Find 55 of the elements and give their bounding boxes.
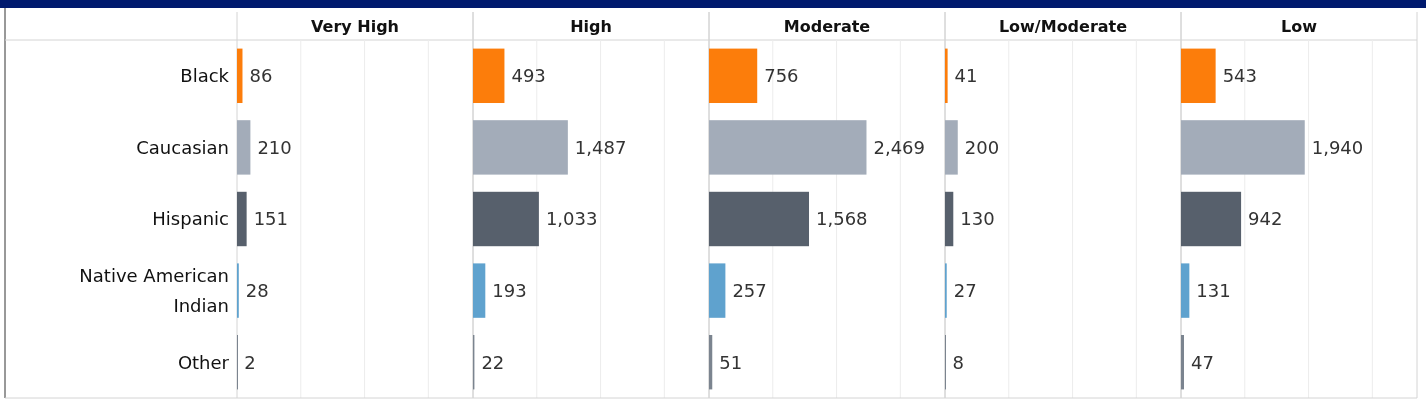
bar	[945, 191, 954, 247]
chart-title: Low/Moderate	[998, 16, 1128, 36]
data-label: 1,033	[545, 208, 598, 230]
y-tick-label: Caucasian	[136, 136, 229, 158]
chart-title: Very High	[311, 16, 399, 36]
data-label: 756	[764, 65, 799, 87]
data-label: 130	[960, 208, 995, 230]
bar	[709, 263, 726, 318]
bar	[237, 120, 251, 175]
data-label: 27	[953, 279, 977, 301]
bar	[1181, 120, 1305, 175]
bar	[709, 120, 867, 175]
y-tick-label: Other	[177, 351, 230, 373]
data-label: 1,568	[816, 208, 868, 230]
data-label: 1,487	[574, 136, 627, 158]
bar	[237, 48, 243, 104]
data-label: 86	[249, 65, 273, 87]
bar	[1181, 191, 1242, 247]
data-label: 51	[719, 351, 743, 373]
chart-title: Moderate	[783, 16, 871, 36]
chart-title: High	[570, 16, 612, 36]
data-label: 2	[244, 351, 256, 373]
data-label: 942	[1248, 208, 1283, 230]
y-tick-label: Native American Indian	[79, 264, 229, 316]
chart-title: Low	[1281, 16, 1318, 36]
bar	[237, 191, 247, 247]
data-label: 257	[732, 279, 767, 301]
bar	[945, 48, 948, 104]
data-label: 22	[481, 351, 505, 373]
data-label: 1,940	[1311, 136, 1364, 158]
y-tick-label: Black	[180, 65, 230, 87]
data-label: 131	[1196, 279, 1231, 301]
data-label: 493	[511, 65, 546, 87]
bar	[945, 120, 958, 175]
data-label: 8	[952, 351, 964, 373]
data-label: 151	[253, 208, 288, 230]
data-label: 41	[954, 65, 978, 87]
data-label: 193	[492, 279, 527, 301]
data-label: 2,469	[873, 136, 926, 158]
bar	[1181, 263, 1190, 318]
data-label: 543	[1222, 65, 1257, 87]
bar	[1181, 48, 1216, 104]
bar	[473, 191, 539, 247]
data-label: 210	[257, 136, 292, 158]
bar	[709, 191, 810, 247]
bar	[473, 263, 486, 318]
data-label: 200	[964, 136, 1000, 158]
bar	[473, 48, 505, 104]
data-label: 28	[245, 279, 269, 301]
bar	[709, 48, 758, 104]
y-tick-label: Hispanic	[152, 208, 229, 230]
data-label: 47	[1191, 351, 1214, 373]
bar	[473, 120, 568, 175]
bar	[1181, 334, 1184, 390]
bar	[709, 334, 713, 390]
